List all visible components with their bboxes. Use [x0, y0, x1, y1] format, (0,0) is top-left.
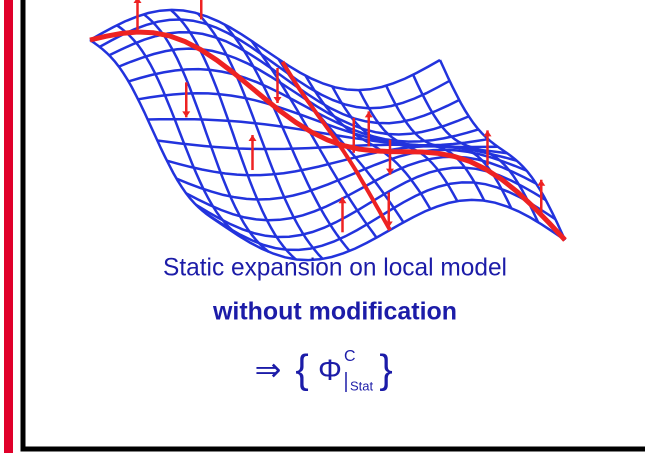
- caption: Static expansion on local model: [163, 254, 507, 282]
- mode-curve: [280, 60, 392, 231]
- mesh-line: [89, 38, 216, 222]
- mesh-line: [250, 40, 378, 239]
- arrow-head: [133, 0, 142, 4]
- mesh-line: [128, 67, 479, 143]
- mesh-line: [169, 8, 297, 261]
- arrow-head: [182, 111, 191, 118]
- formula-arrow: ⇒: [255, 351, 282, 387]
- mesh-line: [176, 148, 527, 201]
- mesh-line: [99, 18, 451, 110]
- mesh-line: [118, 47, 470, 136]
- mesh-line: [358, 89, 486, 202]
- formula-symbol: Φ: [318, 354, 342, 387]
- formula: ⇒ { Φ C Stat }: [255, 348, 393, 394]
- arrow-head: [386, 168, 394, 175]
- emphasis: without modification: [212, 298, 457, 326]
- mesh-line: [196, 12, 324, 260]
- arrow-head: [483, 130, 492, 137]
- mesh-line: [223, 23, 351, 252]
- mesh-line: [438, 59, 567, 241]
- arrow-head: [273, 97, 282, 103]
- mode-curve: [89, 29, 567, 242]
- arrow-head: [384, 221, 393, 228]
- mesh-surface: [89, 0, 567, 262]
- mesh-line: [185, 155, 537, 222]
- arrow-head: [537, 179, 546, 186]
- arrow-head: [364, 111, 373, 118]
- brace-right: }: [379, 348, 392, 392]
- brace-left: {: [295, 348, 308, 392]
- formula-subscript: Stat: [350, 378, 374, 393]
- mesh-line: [89, 8, 441, 92]
- arrow-head: [248, 135, 257, 142]
- arrow-head: [338, 197, 347, 204]
- arrow-head: [349, 146, 358, 153]
- side-bar: [4, 0, 13, 453]
- mesh-line: [411, 74, 540, 223]
- formula-superscript: C: [344, 348, 356, 365]
